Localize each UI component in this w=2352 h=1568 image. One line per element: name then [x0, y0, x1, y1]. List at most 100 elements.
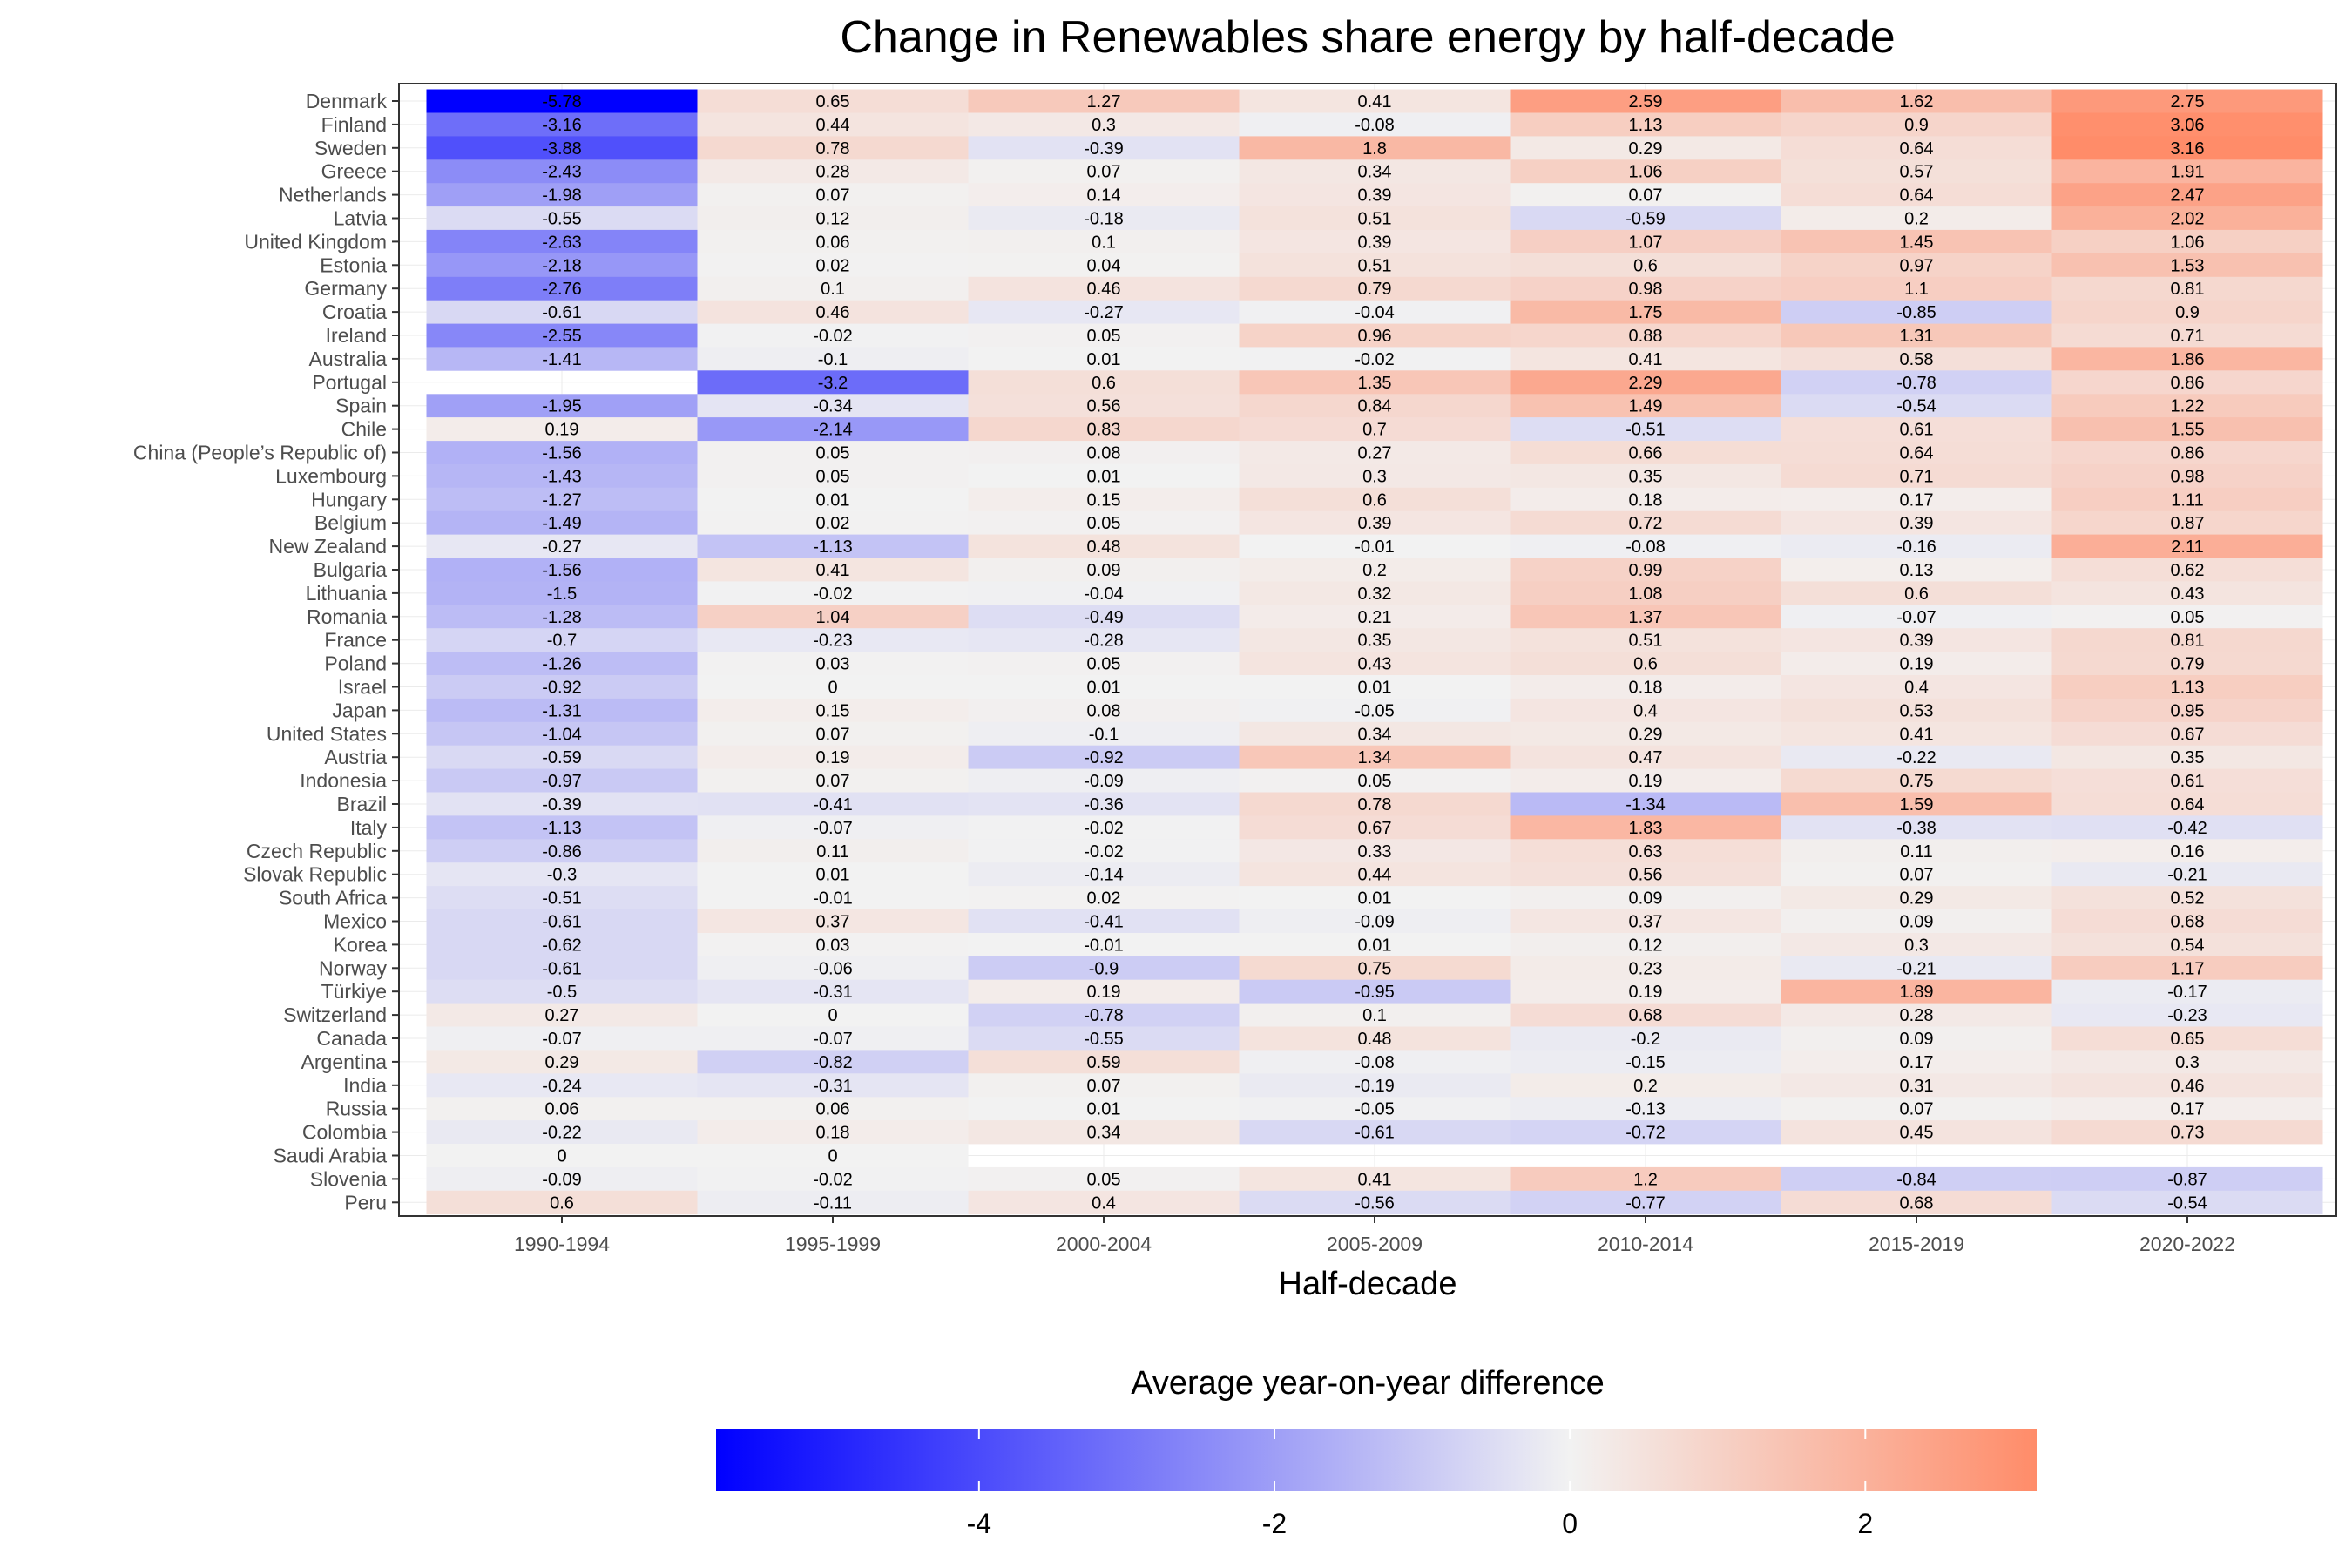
- y-tick-label-slovak-republic: Slovak Republic: [243, 863, 387, 886]
- cell-value-label: 0.12: [1629, 936, 1663, 955]
- cell-value-label: 0.05: [816, 444, 850, 463]
- heatmap-cell: [1781, 745, 2052, 769]
- heatmap-cell: [968, 394, 1240, 418]
- heatmap-cell: [1510, 698, 1781, 723]
- heatmap-cell: [2051, 1166, 2323, 1192]
- heatmap-cell: [697, 675, 969, 700]
- heatmap-cell: [2051, 89, 2323, 113]
- y-tick-label-greece: Greece: [321, 160, 387, 183]
- cell-value-label: -2.14: [813, 421, 853, 440]
- heatmap-cell: [697, 487, 969, 512]
- cell-value-label: 0.54: [2171, 936, 2205, 955]
- heatmap-cell: [1781, 206, 2052, 231]
- cell-value-label: 0.98: [1629, 280, 1663, 299]
- heatmap-cell: [697, 1073, 969, 1098]
- cell-value-label: 0.09: [1629, 889, 1663, 909]
- cell-value-label: -0.92: [542, 679, 582, 698]
- heatmap-cell: [968, 933, 1240, 957]
- cell-value-label: 0.11: [1900, 842, 1932, 862]
- cell-value-label: 0.07: [1629, 186, 1663, 206]
- cell-value-label: 0.09: [1900, 1030, 1934, 1049]
- cell-value-label: 0.71: [1900, 467, 1934, 486]
- cell-value-label: 0.1: [821, 280, 845, 299]
- cell-value-label: 0.44: [1358, 866, 1392, 885]
- heatmap-cell: [968, 300, 1240, 324]
- chart-title: Change in Renewables share energy by hal…: [840, 12, 1895, 63]
- y-tick-label-luxembourg: Luxembourg: [275, 464, 387, 487]
- heatmap-cell: [2051, 159, 2323, 184]
- heatmap-cell: [2051, 463, 2323, 489]
- heatmap-cell: [968, 159, 1240, 184]
- cell-value-label: 1.62: [1900, 92, 1934, 112]
- cell-value-label: 0.39: [1358, 514, 1392, 533]
- cell-value-label: -0.07: [813, 819, 853, 838]
- heatmap-cell: [1781, 815, 2052, 840]
- heatmap-cell: [426, 323, 698, 348]
- cell-value-label: 1.06: [2171, 233, 2205, 252]
- y-axis-ticks: DenmarkFinlandSwedenGreeceNetherlandsLat…: [133, 90, 399, 1213]
- cell-value-label: 0.09: [1900, 913, 1934, 932]
- cell-value-label: 0.13: [1900, 561, 1934, 580]
- cell-value-label: -0.51: [1625, 421, 1666, 440]
- heatmap-cell: [697, 323, 969, 348]
- heatmap-cell: [1510, 581, 1781, 605]
- heatmap-cell: [697, 229, 969, 254]
- cell-value-label: -3.2: [818, 374, 848, 393]
- cell-value-label: 0.41: [816, 561, 850, 580]
- heatmap-cell: [1510, 1190, 1781, 1215]
- heatmap-cell: [426, 815, 698, 840]
- cell-value-label: 0.63: [1629, 842, 1663, 862]
- heatmap-cell: [1510, 112, 1781, 137]
- cell-value-label: 0.18: [1629, 679, 1663, 698]
- heatmap-cell: [968, 815, 1240, 840]
- cell-value-label: 0.07: [816, 772, 850, 791]
- cell-value-label: -0.17: [2167, 983, 2207, 1002]
- heatmap-cell: [426, 183, 698, 207]
- heatmap-cell: [1781, 886, 2052, 910]
- cell-value-label: 0.01: [1358, 679, 1392, 698]
- cell-value-label: 0.73: [2171, 1124, 2205, 1143]
- cell-value-label: 0.34: [1358, 725, 1392, 744]
- heatmap-cell: [1781, 675, 2052, 700]
- cell-value-label: 0.01: [816, 490, 850, 510]
- cell-value-label: -0.05: [1355, 701, 1395, 720]
- heatmap-cell: [2051, 628, 2323, 652]
- heatmap-cell: [426, 862, 698, 887]
- cell-value-label: 0.11: [816, 842, 848, 862]
- heatmap-cell: [426, 768, 698, 793]
- cell-value-label: 0.95: [2171, 701, 2205, 720]
- cell-value-label: 0.35: [1358, 632, 1392, 651]
- cell-value-label: 0.62: [2171, 561, 2205, 580]
- heatmap-cell: [1510, 1003, 1781, 1027]
- cell-value-label: 0.07: [1900, 1100, 1934, 1119]
- cell-value-label: -0.08: [1355, 116, 1395, 135]
- legend-tick-label: -2: [1262, 1508, 1287, 1539]
- heatmap-cell: [697, 839, 969, 863]
- y-tick-label-netherlands: Netherlands: [279, 184, 387, 206]
- heatmap-cell: [968, 558, 1240, 582]
- heatmap-cell: [1239, 300, 1511, 324]
- cell-value-label: 1.53: [2171, 256, 2205, 275]
- heatmap-cell: [2051, 815, 2323, 840]
- heatmap-cell: [2051, 979, 2323, 1004]
- cell-value-label: -0.21: [2167, 866, 2207, 885]
- heatmap-cell: [1510, 136, 1781, 160]
- heatmap-cell: [2051, 112, 2323, 137]
- heatmap-cell: [1239, 815, 1511, 840]
- heatmap-cell: [697, 1144, 969, 1168]
- cell-value-label: 0.18: [816, 1124, 850, 1143]
- cell-value-label: -0.09: [1355, 913, 1395, 932]
- heatmap-cell: [426, 417, 698, 442]
- cell-value-label: -0.38: [1896, 819, 1936, 838]
- cell-value-label: 0.27: [1358, 444, 1392, 463]
- cell-value-label: -0.19: [1355, 1077, 1395, 1096]
- cell-value-label: 0.6: [1362, 490, 1387, 510]
- cell-value-label: 0.83: [1087, 421, 1121, 440]
- heatmap-cell: [1781, 768, 2052, 793]
- heatmap-cell: [1781, 581, 2052, 605]
- cell-value-label: 0.96: [1358, 327, 1392, 346]
- heatmap-cell: [968, 510, 1240, 536]
- cell-value-label: -1.41: [542, 350, 582, 369]
- y-tick-label-russia: Russia: [326, 1098, 388, 1120]
- cell-value-label: -5.78: [542, 92, 582, 112]
